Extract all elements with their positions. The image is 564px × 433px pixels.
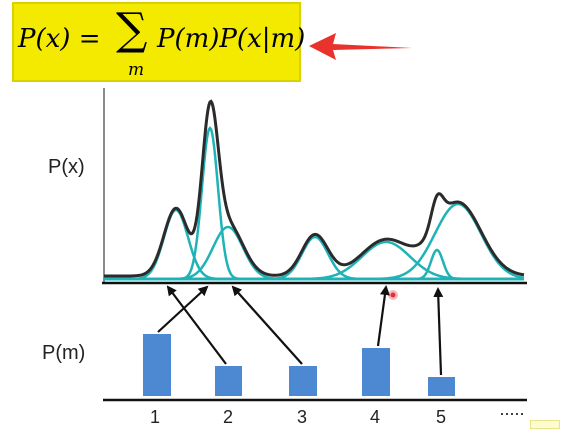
summation-symbol: ∑ (116, 4, 148, 55)
arrow-bar-1 (157, 285, 209, 333)
component-curve-e (104, 240, 524, 281)
tick-label-4: 4 (370, 407, 381, 427)
tick-ellipsis: ····· (499, 403, 525, 423)
component-curve-d (104, 235, 524, 281)
pm-axis-label: P(m) (42, 342, 86, 364)
bar-3 (289, 366, 317, 396)
mixture-curve (104, 99, 525, 278)
arrow-bar-5 (433, 287, 444, 376)
formula-lhs: P(x) = (18, 24, 101, 54)
bar-5 (428, 377, 455, 396)
bar-1 (143, 334, 171, 396)
px-axis-label: P(x) (48, 156, 85, 178)
formula-highlight-box: P(x) = ∑ m P(m)P(x|m) (12, 2, 305, 82)
red-dot-marker (388, 290, 398, 300)
bar-2 (215, 366, 242, 396)
tick-label-5: 5 (436, 407, 447, 427)
summation-index: m (128, 60, 145, 80)
note-corner-box (530, 420, 560, 429)
arrow-bar-3 (231, 285, 303, 365)
tick-label-1: 1 (150, 407, 161, 427)
tick-label-2: 2 (223, 407, 234, 427)
component-curve-f (104, 248, 524, 281)
component-curve-g (104, 202, 525, 281)
arrow-bar-4 (376, 285, 390, 347)
red-pointer-arrow (309, 33, 412, 60)
mixture-formula: P(x) = ∑ m P(m)P(x|m) (14, 4, 305, 81)
bar-4 (362, 348, 390, 396)
arrow-bar-2 (166, 285, 227, 365)
tick-label-3: 3 (297, 407, 308, 427)
formula-rhs: P(m)P(x|m) (157, 24, 306, 54)
